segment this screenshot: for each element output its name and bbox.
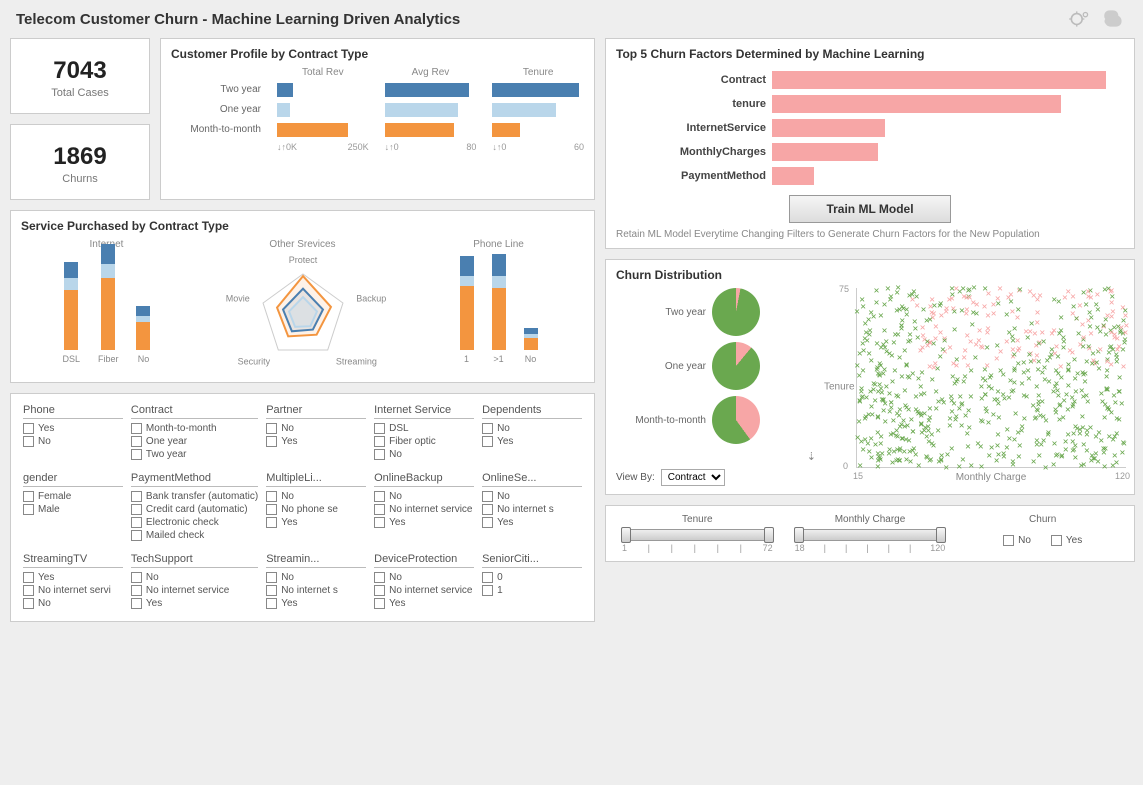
checkbox-option[interactable]: No (482, 423, 582, 434)
filter-onlinese-: OnlineSe...NoNo internet sYes (482, 472, 582, 543)
checkbox-option[interactable]: Yes (266, 436, 366, 447)
other-services-radar: Other Srevices ProtectBackupStreamingSec… (200, 239, 405, 374)
gear-brain-icon[interactable] (1067, 6, 1093, 32)
kpi-label: Total Cases (15, 87, 145, 99)
filter-phone: PhoneYesNo (23, 404, 123, 462)
viewby-select[interactable]: Contract (661, 469, 725, 486)
svg-text:Security: Security (237, 356, 270, 366)
filter-streamin-: Streamin...NoNo internet sYes (266, 553, 366, 611)
tenure-slider[interactable]: Tenure 1|||||72 (616, 514, 779, 553)
checkbox-option[interactable]: No internet servi (23, 585, 123, 596)
scroll-down-icon[interactable]: ⇣ (616, 450, 816, 463)
filter-partner: PartnerNoYes (266, 404, 366, 462)
checkbox-option[interactable]: Yes (482, 436, 582, 447)
checkbox-option[interactable]: No (23, 436, 123, 447)
checkbox-option[interactable]: No phone se (266, 504, 366, 515)
pie-chart (712, 396, 760, 444)
svg-text:Movie: Movie (225, 294, 249, 304)
monthly-charge-slider[interactable]: Monthly Charge 18|||||120 (789, 514, 952, 553)
panel-title: Customer Profile by Contract Type (171, 47, 584, 61)
filter-onlinebackup: OnlineBackupNoNo internet serviceYes (374, 472, 474, 543)
checkbox-option[interactable]: No internet s (482, 504, 582, 515)
checkbox-option[interactable]: Bank transfer (automatic) (131, 491, 258, 502)
filter-contract: ContractMonth-to-monthOne yearTwo year (131, 404, 258, 462)
filters-panel: PhoneYesNoContractMonth-to-monthOne year… (10, 393, 595, 622)
svg-text:Backup: Backup (356, 294, 386, 304)
filter-streamingtv: StreamingTVYesNo internet serviNo (23, 553, 123, 611)
kpi-label: Churns (15, 173, 145, 185)
checkbox-option[interactable]: Yes (266, 517, 366, 528)
checkbox-option[interactable]: 1 (482, 585, 582, 596)
checkbox-option[interactable]: No (131, 572, 258, 583)
service-purchased-panel: Service Purchased by Contract Type Inter… (10, 210, 595, 383)
filter-gender: genderFemaleMale (23, 472, 123, 543)
kpi-value: 7043 (15, 57, 145, 85)
filter-deviceprotection: DeviceProtectionNoNo internet serviceYes (374, 553, 474, 611)
checkbox-option[interactable]: No internet s (266, 585, 366, 596)
checkbox-option[interactable]: No (482, 491, 582, 502)
internet-chart: Internet DSLFiberNo (21, 239, 192, 374)
filter-dependents: DependentsNoYes (482, 404, 582, 462)
hint-text: Retain ML Model Everytime Changing Filte… (616, 229, 1124, 240)
checkbox-option[interactable]: No (374, 572, 474, 583)
checkbox-option[interactable]: Electronic check (131, 517, 258, 528)
viewby-label: View By: (616, 472, 655, 483)
checkbox-option[interactable]: DSL (374, 423, 474, 434)
filter-internet-service: Internet ServiceDSLFiber opticNo (374, 404, 474, 462)
churn-no-checkbox[interactable]: No (1003, 535, 1031, 546)
scatter-plot: Tenure 75 0 15 120 ×××××××××××××××××××××… (824, 288, 1126, 486)
customer-profile-panel: Customer Profile by Contract Type Total … (160, 38, 595, 200)
churn-yes-checkbox[interactable]: Yes (1051, 535, 1082, 546)
checkbox-option[interactable]: Fiber optic (374, 436, 474, 447)
svg-text:Protect: Protect (288, 255, 317, 265)
brain-icon[interactable] (1101, 6, 1127, 32)
checkbox-option[interactable]: No internet service (131, 585, 258, 596)
kpi-total-cases: 7043 Total Cases (10, 38, 150, 114)
checkbox-option[interactable]: Yes (23, 423, 123, 434)
checkbox-option[interactable]: Month-to-month (131, 423, 258, 434)
checkbox-option[interactable]: Credit card (automatic) (131, 504, 258, 515)
header: Telecom Customer Churn - Machine Learnin… (0, 0, 1143, 38)
train-ml-button[interactable]: Train ML Model (789, 195, 950, 223)
checkbox-option[interactable]: Yes (482, 517, 582, 528)
churn-filter: Churn No Yes (961, 514, 1124, 548)
checkbox-option[interactable]: No internet service (374, 504, 474, 515)
filter-paymentmethod: PaymentMethodBank transfer (automatic)Cr… (131, 472, 258, 543)
checkbox-option[interactable]: Female (23, 491, 123, 502)
checkbox-option[interactable]: Two year (131, 449, 258, 460)
checkbox-option[interactable]: Male (23, 504, 123, 515)
page-title: Telecom Customer Churn - Machine Learnin… (16, 11, 460, 28)
checkbox-option[interactable]: No (266, 572, 366, 583)
checkbox-option[interactable]: One year (131, 436, 258, 447)
svg-text:Streaming: Streaming (335, 356, 376, 366)
checkbox-option[interactable]: Mailed check (131, 530, 258, 541)
phone-line-chart: Phone Line 1>1No (413, 239, 584, 374)
sliders-panel: Tenure 1|||||72 Monthly Charge 18|||||12… (605, 505, 1135, 562)
checkbox-option[interactable]: No (23, 598, 123, 609)
churn-distribution-panel: Churn Distribution Two yearOne yearMonth… (605, 259, 1135, 495)
checkbox-option[interactable]: No (266, 491, 366, 502)
panel-title: Service Purchased by Contract Type (21, 219, 584, 233)
filter-multipleli-: MultipleLi...NoNo phone seYes (266, 472, 366, 543)
checkbox-option[interactable]: No (374, 449, 474, 460)
checkbox-option[interactable]: Yes (23, 572, 123, 583)
pie-chart (712, 288, 760, 336)
checkbox-option[interactable]: Yes (374, 517, 474, 528)
pie-chart (712, 342, 760, 390)
churn-factors-panel: Top 5 Churn Factors Determined by Machin… (605, 38, 1135, 249)
header-icons (1067, 6, 1127, 32)
checkbox-option[interactable]: No (374, 491, 474, 502)
checkbox-option[interactable]: Yes (374, 598, 474, 609)
kpi-value: 1869 (15, 143, 145, 171)
kpi-churns: 1869 Churns (10, 124, 150, 200)
checkbox-option[interactable]: Yes (266, 598, 366, 609)
checkbox-option[interactable]: 0 (482, 572, 582, 583)
filter-seniorciti-: SeniorCiti...01 (482, 553, 582, 611)
checkbox-option[interactable]: Yes (131, 598, 258, 609)
filter-techsupport: TechSupportNoNo internet serviceYes (131, 553, 258, 611)
panel-title: Churn Distribution (616, 268, 1124, 282)
checkbox-option[interactable]: No internet service (374, 585, 474, 596)
checkbox-option[interactable]: No (266, 423, 366, 434)
panel-title: Top 5 Churn Factors Determined by Machin… (616, 47, 1124, 61)
